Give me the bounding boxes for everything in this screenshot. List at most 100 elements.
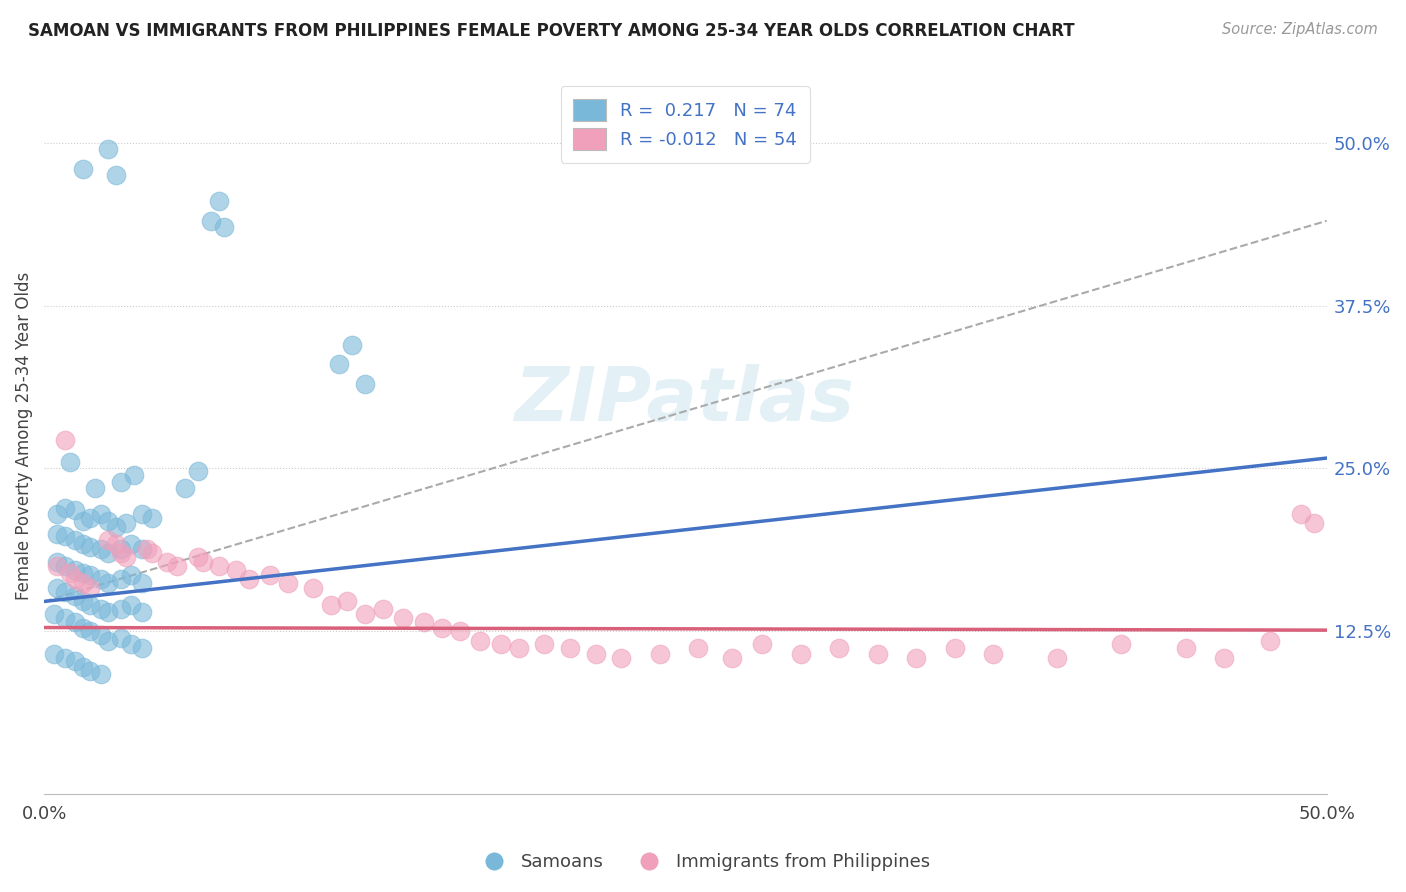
Point [53,559,76,574]
Point [63,503,86,517]
Point [238,572,260,586]
Point [340,337,363,351]
Point [131,542,153,557]
Point [207,194,229,209]
Point [63,572,86,586]
Point [191,555,214,569]
Point [120,599,142,613]
Point [610,650,633,665]
Point [135,542,157,557]
Text: Source: ZipAtlas.com: Source: ZipAtlas.com [1222,22,1378,37]
Point [430,620,453,634]
Point [63,615,86,630]
Point [72,566,94,580]
Point [905,650,928,665]
Point [45,526,67,541]
Point [104,537,127,551]
Point [141,546,163,560]
Legend: R =  0.217   N = 74, R = -0.012   N = 54: R = 0.217 N = 74, R = -0.012 N = 54 [561,87,810,163]
Point [302,582,325,596]
Point [353,376,375,391]
Point [44,647,66,661]
Point [53,585,76,599]
Point [120,568,142,582]
Point [45,559,67,574]
Point [72,161,94,176]
Point [104,520,127,534]
Point [44,607,66,622]
Point [1213,650,1236,665]
Point [122,468,145,483]
Point [72,594,94,608]
Point [63,533,86,548]
Point [45,507,67,521]
Point [110,631,132,645]
Text: ZIPatlas: ZIPatlas [516,364,855,436]
Point [131,605,153,619]
Point [97,546,120,560]
Point [470,633,492,648]
Point [371,602,394,616]
Point [72,659,94,673]
Point [53,500,76,515]
Point [141,511,163,525]
Point [59,566,82,580]
Point [120,537,142,551]
Point [828,641,851,656]
Point [790,647,813,661]
Point [207,559,229,574]
Point [90,602,112,616]
Point [1302,516,1324,531]
Point [84,481,107,495]
Point [866,647,889,661]
Point [412,615,434,630]
Point [489,637,512,651]
Point [97,533,120,548]
Point [97,633,120,648]
Point [1046,650,1069,665]
Text: SAMOAN VS IMMIGRANTS FROM PHILIPPINES FEMALE POVERTY AMONG 25-34 YEAR OLDS CORRE: SAMOAN VS IMMIGRANTS FROM PHILIPPINES FE… [28,22,1074,40]
Point [79,664,101,678]
Point [943,641,966,656]
Legend: Samoans, Immigrants from Philippines: Samoans, Immigrants from Philippines [468,847,938,879]
Point [72,620,94,634]
Point [200,214,222,228]
Point [110,572,132,586]
Point [110,542,132,557]
Point [1111,637,1133,651]
Point [79,511,101,525]
Point [104,168,127,182]
Point [90,572,112,586]
Point [63,563,86,577]
Point [79,624,101,639]
Point [72,576,94,591]
Point [1258,633,1281,648]
Point [353,607,375,622]
Point [321,599,343,613]
Point [212,220,235,235]
Point [115,550,138,565]
Point [174,481,197,495]
Point [63,589,86,603]
Point [131,576,153,591]
Point [97,576,120,591]
Point [110,546,132,560]
Point [45,555,67,569]
Point [187,464,209,478]
Point [328,357,350,371]
Point [115,516,138,531]
Point [90,507,112,521]
Y-axis label: Female Poverty Among 25-34 Year Olds: Female Poverty Among 25-34 Year Olds [15,272,32,600]
Point [97,605,120,619]
Point [688,641,710,656]
Point [981,647,1004,661]
Point [156,555,179,569]
Point [120,637,142,651]
Point [225,563,247,577]
Point [59,455,82,469]
Point [110,475,132,489]
Point [187,550,209,565]
Point [277,576,299,591]
Point [90,542,112,557]
Point [53,433,76,447]
